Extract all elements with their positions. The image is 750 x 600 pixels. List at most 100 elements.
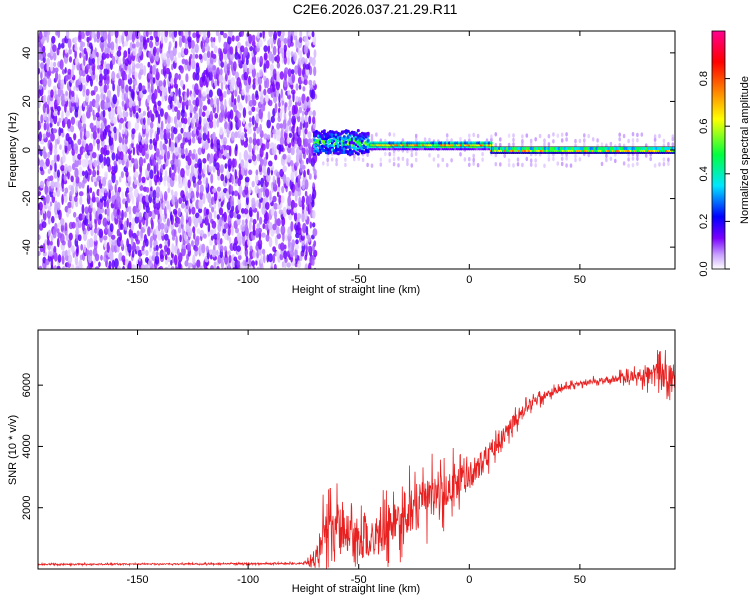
spectrogram-cell bbox=[294, 65, 299, 75]
spectrogram-cell bbox=[259, 137, 263, 146]
spectrogram-cell bbox=[92, 191, 95, 200]
spectrogram-cell bbox=[132, 100, 136, 107]
spectrogram-cell bbox=[49, 142, 53, 152]
spectrogram-cell bbox=[176, 217, 181, 225]
spectrogram-cell bbox=[272, 45, 277, 56]
spectrogram-cell bbox=[268, 222, 273, 231]
spectrogram-cell bbox=[180, 31, 184, 37]
y-tick-label: 4000 bbox=[21, 434, 33, 458]
spectrogram-cell bbox=[134, 121, 139, 131]
spectrogram-cell bbox=[218, 32, 222, 43]
spectrogram-cell bbox=[335, 161, 338, 167]
spectrogram-cell bbox=[89, 42, 93, 49]
spectrogram-cell bbox=[46, 57, 51, 67]
spectrogram-cell bbox=[142, 123, 147, 130]
spectrogram-cell bbox=[259, 123, 262, 135]
colorbar-label: Normalized spectral amplitude bbox=[739, 76, 750, 224]
spectrogram-cell bbox=[268, 31, 273, 38]
spectrogram-cell bbox=[222, 32, 228, 39]
x-tick-label: 50 bbox=[574, 574, 586, 586]
spectrogram-cell bbox=[237, 254, 242, 261]
spectrogram-cell bbox=[237, 101, 242, 107]
spectrogram-cell bbox=[47, 77, 52, 88]
spectrogram-cell bbox=[276, 218, 281, 227]
spectrogram-cell bbox=[79, 146, 84, 156]
spectrogram-cell bbox=[270, 207, 275, 217]
spectrogram-cell bbox=[255, 113, 260, 124]
spectrogram-cell bbox=[98, 261, 101, 268]
spectrogram-cell bbox=[211, 206, 215, 213]
colorbar-tick-label: 0.2 bbox=[698, 214, 710, 229]
spectrogram-cell bbox=[256, 56, 260, 63]
spectrogram-cell bbox=[298, 96, 302, 103]
spectrogram-cell bbox=[245, 94, 248, 104]
spectrogram-cell bbox=[169, 167, 172, 178]
spectrogram-cell bbox=[260, 254, 263, 264]
spectrogram-cell bbox=[162, 86, 168, 97]
spectrogram-cell bbox=[227, 250, 231, 256]
spectrogram-cell bbox=[171, 172, 176, 181]
spectrogram-cell bbox=[81, 204, 85, 215]
spectrogram-cell bbox=[88, 237, 94, 248]
spectrogram-cell bbox=[139, 113, 144, 119]
spectrogram-cell bbox=[110, 107, 115, 119]
spectrogram-cell bbox=[42, 77, 47, 87]
spectrogram-cell bbox=[59, 144, 62, 151]
spectrogram-cell bbox=[301, 179, 306, 191]
spectrogram-cell bbox=[251, 115, 255, 126]
spectrogram-cell bbox=[74, 167, 79, 179]
spectrogram-cell bbox=[468, 157, 471, 162]
spectrogram-cell bbox=[165, 67, 171, 75]
spectrogram-cell bbox=[56, 47, 60, 56]
spectrogram-cell bbox=[98, 213, 103, 220]
spectrogram-cell bbox=[206, 50, 211, 59]
spectrogram-cell bbox=[175, 86, 179, 97]
spectrogram-cell bbox=[245, 218, 248, 225]
spectrogram-cell bbox=[249, 45, 254, 52]
spectrogram-cell bbox=[132, 146, 136, 156]
y-tick-label: 40 bbox=[21, 47, 33, 59]
spectrogram-cell bbox=[155, 110, 159, 118]
spectrogram-cell bbox=[64, 249, 68, 260]
spectrogram-cell bbox=[173, 229, 177, 237]
spectrogram-cell bbox=[167, 115, 171, 124]
spectrogram-cell bbox=[208, 67, 213, 73]
spectrogram-cell bbox=[130, 88, 135, 100]
spectrogram-cell bbox=[149, 127, 154, 134]
spectrogram-cell bbox=[529, 162, 533, 167]
spectrogram-cell bbox=[207, 222, 211, 233]
snr-y-axis-label: SNR (10 * v/v) bbox=[7, 415, 19, 485]
spectrogram-cell bbox=[45, 117, 50, 124]
spectrogram-cell bbox=[600, 161, 604, 167]
spectrogram-cell bbox=[128, 190, 133, 200]
spectrogram-cell bbox=[159, 129, 164, 140]
spectrogram-cell bbox=[81, 31, 85, 40]
spectrogram-cell bbox=[85, 51, 88, 62]
spectrogram-cell bbox=[560, 161, 564, 167]
spectrogram-cell bbox=[55, 71, 59, 82]
spectrogram-cell bbox=[212, 65, 216, 71]
spectrogram-cell bbox=[198, 53, 203, 60]
spectrogram-cell bbox=[148, 255, 152, 261]
spectrogram-cell bbox=[113, 160, 117, 167]
spectrogram-cell bbox=[236, 77, 241, 88]
spectrogram-cell bbox=[312, 116, 316, 125]
figure-title: C2E6.2026.037.21.29.R11 bbox=[293, 1, 458, 17]
spectrogram-cell bbox=[106, 84, 110, 90]
spectrogram-cell bbox=[512, 142, 515, 147]
spectrogram-cell bbox=[189, 104, 194, 114]
spectrogram-cell bbox=[280, 242, 285, 252]
spectrogram-cell bbox=[233, 158, 237, 168]
spectrogram-cell bbox=[609, 141, 613, 147]
spectrogram-cell bbox=[521, 134, 524, 139]
spectrogram-cell bbox=[53, 245, 57, 253]
spectrogram-cell bbox=[99, 40, 105, 50]
spectrogram-cell bbox=[173, 116, 178, 125]
spectrogram-cell bbox=[313, 152, 316, 156]
spectrogram-cell bbox=[304, 121, 309, 129]
spectrogram-cell bbox=[201, 72, 206, 83]
spectrogram-cell bbox=[92, 57, 95, 64]
spectrogram-cell bbox=[167, 264, 171, 269]
spectrogram-cell bbox=[101, 52, 107, 60]
spectrogram-cell bbox=[39, 166, 44, 172]
